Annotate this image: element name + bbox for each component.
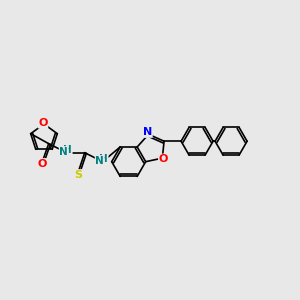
Text: O: O (38, 159, 47, 169)
Text: N: N (59, 147, 68, 157)
Text: O: O (159, 154, 168, 164)
Text: S: S (75, 170, 83, 180)
Text: N: N (95, 156, 104, 166)
Text: H: H (99, 154, 108, 164)
Text: N: N (143, 127, 152, 137)
Text: O: O (38, 118, 48, 128)
Text: H: H (63, 145, 72, 155)
